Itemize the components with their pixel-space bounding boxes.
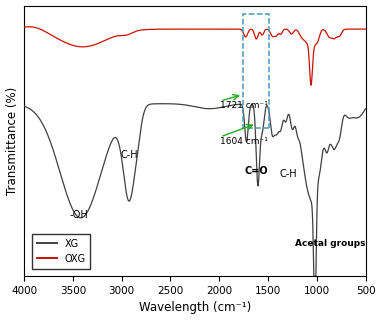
- Bar: [243, 13, 269, 128]
- Text: C=O: C=O: [245, 166, 268, 176]
- Text: 1604 cm⁻¹: 1604 cm⁻¹: [220, 137, 268, 146]
- Text: C-H: C-H: [280, 169, 297, 179]
- Legend: XG, OXG: XG, OXG: [32, 234, 90, 268]
- Text: 1721 cm⁻¹: 1721 cm⁻¹: [220, 101, 268, 110]
- Y-axis label: Transmittance (%): Transmittance (%): [6, 87, 19, 195]
- Text: C-H: C-H: [121, 150, 138, 160]
- Text: Acetal groups: Acetal groups: [295, 239, 366, 248]
- X-axis label: Wavelength (cm⁻¹): Wavelength (cm⁻¹): [139, 301, 251, 315]
- Text: -OH: -OH: [69, 210, 88, 220]
